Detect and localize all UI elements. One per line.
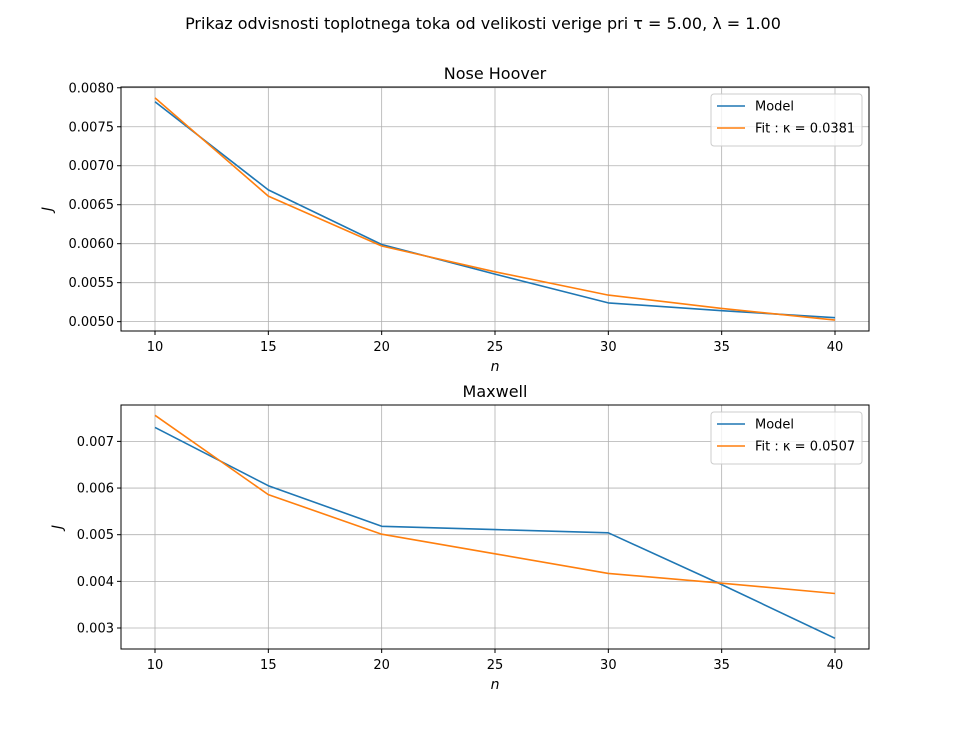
x-tick-label: 30 [600,340,617,355]
series-line-fit [154,414,836,595]
y-tick-label: 0.0055 [69,276,115,291]
x-axis-label: n [491,359,500,375]
series-line-model [154,426,836,640]
x-tick-label: 20 [373,658,390,673]
y-tick-label: 0.0060 [69,237,115,252]
x-tick-label: 15 [260,340,277,355]
x-tick-label: 15 [260,658,277,673]
x-tick-label: 35 [713,658,730,673]
x-tick-label: 25 [487,658,504,673]
chart-title: Nose Hoover [444,64,547,83]
series-line-model [154,101,836,319]
y-axis-label: J [40,207,56,214]
y-tick-label: 0.0080 [69,81,115,96]
x-tick-label: 25 [487,340,504,355]
y-tick-label: 0.006 [77,482,114,497]
x-tick-label: 35 [713,340,730,355]
y-tick-label: 0.007 [77,435,114,450]
x-tick-label: 40 [827,340,844,355]
x-tick-label: 10 [147,658,164,673]
x-axis-label: n [491,677,500,693]
chart-maxwell: 10 15 20 25 30 35 40 0.003 0.004 0.005 0.006 0.007 M… [50,382,870,693]
figure-suptitle: Prikaz odvisnosti toplotnega toka od vel… [185,14,781,33]
y-tick-label: 0.0075 [69,120,115,135]
legend-box [710,411,863,465]
y-tick-label: 0.003 [77,622,114,637]
series-line-fit [154,97,836,321]
legend: Model Fit : κ = 0.0381 [710,93,863,147]
chart-nose-hoover: 10 15 20 25 30 35 40 0.0050 0.0055 0.0060 0.0065 0.… [40,64,870,375]
x-tick-label: 40 [827,658,844,673]
legend: Model Fit : κ = 0.0507 [710,411,863,465]
legend-label: Model [755,418,794,433]
legend-label: Fit : κ = 0.0381 [755,122,855,137]
legend-label: Fit : κ = 0.0507 [755,440,855,455]
x-tick-label: 20 [373,340,390,355]
x-tick-label: 10 [147,340,164,355]
y-tick-label: 0.004 [77,575,114,590]
y-tick-label: 0.005 [77,528,114,543]
y-axis-label: J [50,525,66,532]
x-tick-label: 30 [600,658,617,673]
legend-box [710,93,863,147]
y-tick-label: 0.0050 [69,315,115,330]
chart-title: Maxwell [463,382,528,401]
y-tick-label: 0.0070 [69,159,115,174]
legend-label: Model [755,100,794,115]
y-tick-label: 0.0065 [69,198,115,213]
